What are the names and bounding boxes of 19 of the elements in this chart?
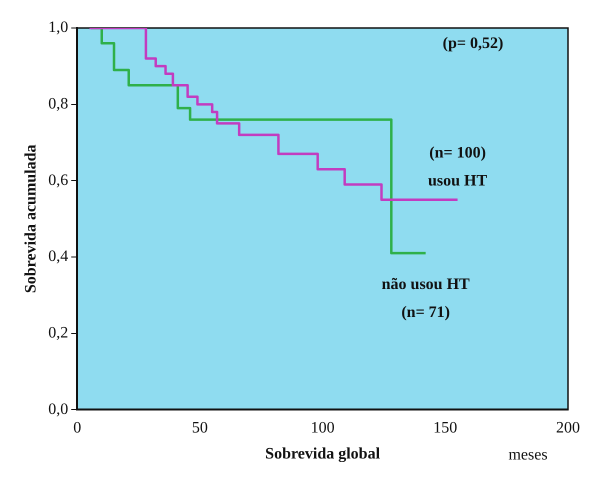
series-label: usou HT: [428, 172, 488, 190]
y-tick-label: 1,0: [48, 19, 68, 36]
x-axis-title: Sobrevida global: [265, 446, 381, 463]
x-tick-label: 200: [556, 419, 580, 436]
annotation: (p= 0,52): [442, 35, 504, 52]
y-tick-label: 0,2: [48, 324, 68, 342]
annotation: (n= 100): [429, 144, 486, 162]
y-axis-title: Sobrevida acumulada: [22, 144, 40, 294]
y-tick-label: 0,4: [48, 248, 68, 266]
x-tick-label: 0: [73, 419, 82, 436]
x-tick-label: 50: [192, 419, 208, 436]
annotation: (n= 71): [401, 304, 450, 322]
y-tick-label: 0,0: [48, 400, 68, 418]
y-tick-label: 0,6: [48, 172, 68, 189]
series-label: não usou HT: [382, 276, 470, 294]
x-tick-label: 100: [310, 419, 335, 436]
y-tick-label: 0,8: [48, 96, 68, 113]
text: meses: [508, 446, 548, 464]
x-tick-label: 150: [433, 419, 458, 436]
